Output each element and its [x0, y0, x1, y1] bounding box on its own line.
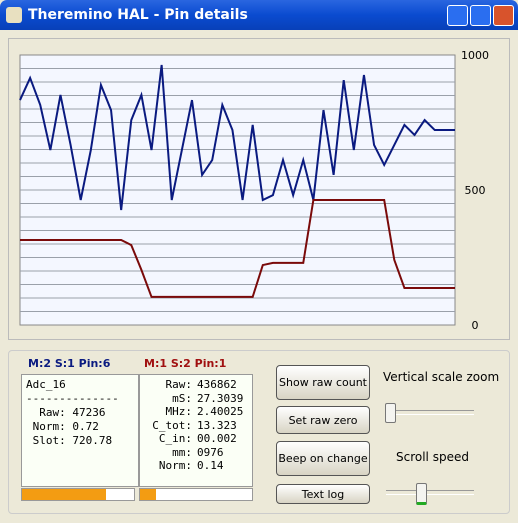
panel1-line: Raw: 47236 [26, 406, 106, 419]
panel2-bar [139, 488, 253, 501]
app-icon [6, 7, 22, 23]
pin-group [8, 350, 510, 514]
row-value: 27.3039 [197, 391, 244, 405]
zoom-label: Vertical scale zoom [383, 370, 500, 384]
beep-button[interactable]: Beep on change [276, 441, 370, 476]
minimize-button[interactable] [447, 5, 468, 26]
show-raw-button[interactable]: Show raw count [276, 365, 370, 400]
y-tick-label: 500 [465, 184, 486, 197]
row-label: mm: [172, 445, 192, 459]
panel2-row: C_tot: 13.323 [140, 419, 252, 433]
text-log-button[interactable]: Text log [276, 484, 370, 504]
set-zero-button[interactable]: Set raw zero [276, 406, 370, 434]
y-tick-label: 1000 [461, 49, 489, 62]
panel1-bar [21, 488, 135, 501]
panel2-header: M:1 S:2 Pin:1 [144, 357, 227, 370]
row-label: Raw: [165, 378, 193, 391]
row-label: MHz: [165, 405, 193, 418]
panel1-line: Norm: 0.72 [26, 420, 99, 433]
panel2-row: Raw: 436862 [140, 378, 252, 392]
row-value: 2.40025 [197, 405, 244, 418]
close-button[interactable] [493, 5, 514, 26]
row-label: C_in: [158, 432, 192, 445]
title-bar: Theremino HAL - Pin details [0, 0, 518, 30]
window-title: Theremino HAL - Pin details [28, 7, 248, 23]
panel2: Raw: 436862 mS: 27.3039 MHz: 2.40025 C_tot: 13.… [139, 374, 253, 487]
panel2-row: MHz: 2.40025 [140, 405, 252, 419]
panel1-header: M:2 S:1 Pin:6 [28, 357, 111, 370]
row-value: 13.323 [197, 418, 237, 432]
row-label: mS: [172, 391, 192, 405]
panel1-line: Adc_16 [26, 378, 66, 391]
zoom-track [386, 410, 474, 415]
y-tick-label: 0 [472, 319, 479, 332]
row-value: 436862 [197, 378, 237, 391]
row-value: 00.002 [197, 432, 237, 445]
panel1-line: -------------- [26, 392, 119, 405]
panel2-row: mm: 0976 [140, 446, 252, 460]
series-line [20, 198, 455, 298]
speed-label: Scroll speed [396, 450, 469, 464]
chart-frame [8, 38, 510, 340]
maximize-button[interactable] [470, 5, 491, 26]
row-label: Norm: [158, 459, 192, 472]
series-line [19, 64, 455, 211]
row-label: C_tot: [152, 418, 192, 432]
panel1: Adc_16 -------------- Raw: 47236 Norm: 0.… [21, 374, 139, 487]
panel2-row: mS: 27.3039 [140, 392, 252, 406]
row-value: 0.14 [197, 459, 224, 472]
panel1-line: Slot: 720.78 [26, 434, 113, 447]
zoom-slider[interactable] [385, 403, 396, 423]
row-value: 0976 [197, 445, 224, 459]
speed-track [386, 490, 474, 495]
panel2-row: C_in: 00.002 [140, 432, 252, 446]
panel2-row: Norm: 0.14 [140, 459, 252, 473]
speed-slider[interactable] [416, 483, 427, 505]
